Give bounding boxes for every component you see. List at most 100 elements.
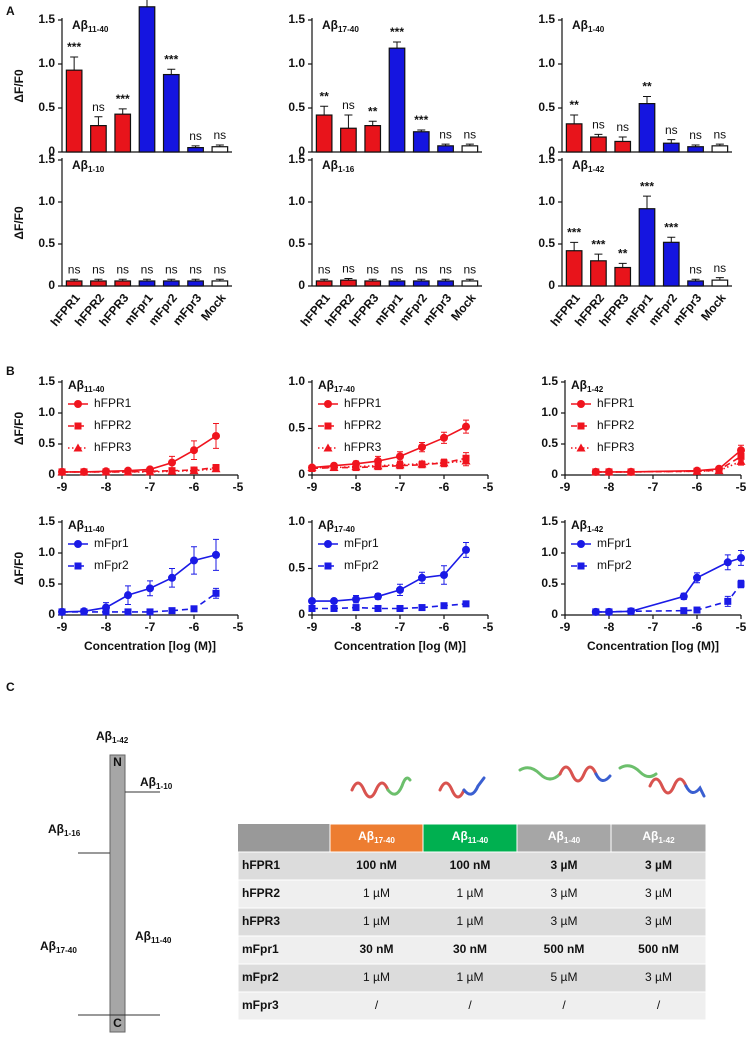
- bar: [687, 280, 704, 287]
- x-tick-label: -7: [648, 620, 659, 634]
- bar: [90, 280, 107, 287]
- table-cell: 3 µM: [645, 858, 672, 872]
- marker: [124, 608, 132, 616]
- table-cell: 1 µM: [363, 914, 390, 928]
- panel-title-sub: 1-40: [588, 25, 605, 34]
- marker: [167, 466, 177, 475]
- panel-title: Aβ11-40: [68, 518, 105, 534]
- legend-marker: [577, 562, 585, 570]
- significance-label: ns: [116, 262, 129, 276]
- y-tick-label: 1.0: [288, 514, 305, 528]
- table-header-cell: [610, 823, 707, 853]
- panel-title-sub: 1-16: [338, 165, 355, 174]
- bar: [187, 280, 204, 287]
- y-tick-label: 1.0: [541, 545, 558, 559]
- marker: [190, 556, 198, 565]
- significance-label: ns: [342, 98, 355, 112]
- table-cell: 1 µM: [457, 914, 484, 928]
- error-bar: [368, 278, 377, 281]
- significance-label: ***: [640, 179, 654, 193]
- bar: [162, 73, 180, 153]
- error-bar: [215, 278, 224, 281]
- error-bar: [344, 114, 353, 129]
- x-tick-label: -5: [233, 480, 244, 494]
- y-tick-label: 0.5: [288, 421, 305, 435]
- marker: [307, 463, 317, 472]
- legend-marker: [74, 540, 82, 548]
- error-bar: [643, 195, 651, 209]
- x-tick-label: -6: [692, 620, 703, 634]
- c-terminus: C: [113, 1016, 122, 1030]
- y-tick-label: 0.5: [38, 436, 55, 450]
- significance-label: ***: [67, 40, 81, 54]
- y-tick-label: 1.0: [38, 405, 55, 419]
- marker: [679, 592, 688, 601]
- marker: [58, 608, 66, 616]
- marker: [626, 467, 636, 476]
- marker: [440, 602, 448, 610]
- marker: [737, 452, 745, 460]
- error-bar: [167, 278, 176, 281]
- bar: [590, 260, 607, 287]
- error-bar: [118, 108, 127, 115]
- legend-label: hFPR2: [94, 418, 132, 432]
- y-tick-label: 0.5: [541, 436, 558, 450]
- y-tick-label: 0.5: [538, 100, 555, 114]
- y-tick-label: 1.0: [541, 405, 558, 419]
- table-cell: 3 µM: [551, 858, 578, 872]
- x-tick-label: -7: [395, 620, 406, 634]
- significance-label: ns: [318, 262, 331, 276]
- error-bar: [618, 262, 627, 268]
- y-axis-label: ΔF/F0: [12, 69, 26, 103]
- marker: [351, 462, 361, 471]
- significance-label: ***: [567, 225, 581, 239]
- bar: [687, 146, 704, 153]
- marker: [308, 597, 316, 606]
- x-axis-label: Concentration [log (M)]: [334, 639, 466, 653]
- panel-title: Aβ11-40: [68, 378, 105, 394]
- fragment-label-sub: 1-42: [112, 736, 129, 745]
- table-cell: 100 nM: [450, 858, 491, 872]
- x-tick-label: -7: [648, 480, 659, 494]
- table-cell: 3 µM: [551, 886, 578, 900]
- y-tick-label: 1.0: [288, 194, 305, 208]
- significance-label: ns: [214, 128, 227, 142]
- significance-label: ***: [591, 237, 605, 251]
- marker: [146, 608, 154, 616]
- error-bar: [691, 144, 700, 147]
- significance-label: ns: [616, 120, 629, 134]
- error-bar: [465, 143, 474, 146]
- marker: [591, 467, 601, 476]
- x-tick-label: Mock: [448, 291, 479, 324]
- x-tick-label: -5: [736, 620, 747, 634]
- marker: [374, 592, 382, 601]
- y-tick-label: 1.5: [538, 152, 555, 166]
- table-cell: 3 µM: [645, 970, 672, 984]
- marker: [189, 466, 199, 475]
- bar: [711, 279, 729, 287]
- error-bar: [70, 278, 79, 281]
- error-bar: [143, 278, 151, 281]
- series-line: [312, 460, 467, 469]
- panel-title-main: Aβ: [572, 158, 588, 172]
- marker: [418, 443, 426, 452]
- n-terminus: N: [113, 755, 122, 769]
- panel-title: Aβ17-40: [322, 18, 359, 34]
- table-row: [237, 963, 707, 993]
- error-bar: [191, 278, 200, 281]
- marker: [440, 571, 448, 580]
- marker: [80, 608, 88, 616]
- panel-title: Aβ17-40: [318, 378, 355, 394]
- bar: [138, 6, 156, 153]
- error-bar: [94, 278, 103, 281]
- significance-label: ns: [689, 262, 702, 276]
- fragment-label: Aβ1-16: [48, 822, 81, 838]
- marker: [57, 467, 67, 476]
- marker: [680, 607, 688, 615]
- table-cell: 100 nM: [356, 858, 397, 872]
- marker: [724, 597, 732, 605]
- legend-label: mFpr1: [344, 536, 379, 550]
- y-tick-label: 0: [548, 278, 555, 292]
- marker: [737, 580, 745, 588]
